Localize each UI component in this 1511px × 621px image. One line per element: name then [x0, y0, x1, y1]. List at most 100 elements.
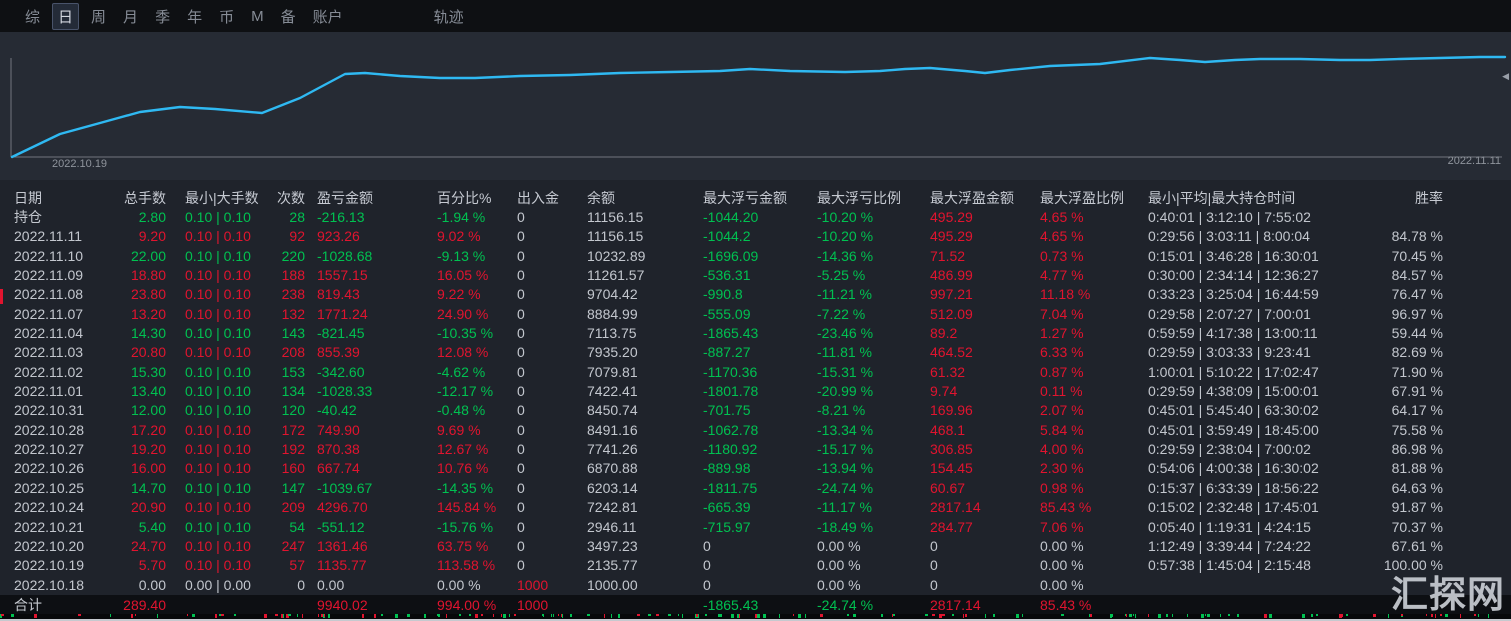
tab-年[interactable]: 年 [187, 8, 203, 26]
trade-tick [514, 614, 516, 616]
cell-max-float-profit-pct: 4.65 % [1040, 209, 1084, 225]
cell-deposit-withdraw: 0 [517, 363, 525, 380]
trade-tick [696, 614, 698, 617]
cell-min-max-lots: 0.10 | 0.10 [185, 537, 251, 554]
trade-tick [501, 614, 502, 617]
table-row[interactable]: 2022.10.27 19.20 0.10 | 0.10 192 870.38 12.67… [0, 440, 1511, 459]
table-row[interactable]: 2022.11.08 23.80 0.10 | 0.10 238 819.43 9.22 … [0, 285, 1511, 304]
trade-tick [1158, 614, 1161, 618]
table-row[interactable]: 2022.11.02 15.30 0.10 | 0.10 153 -342.60 -4.6… [0, 363, 1511, 382]
equity-chart-panel: 2022.10.19 2022.11.11 ◀ [0, 32, 1511, 180]
cell-holding-time: 0:57:38 | 1:45:04 | 2:15:48 [1148, 557, 1311, 574]
cell-holding-time: 0:29:58 | 2:07:27 | 7:00:01 [1148, 305, 1311, 322]
cell-date: 2022.11.04 [14, 325, 84, 342]
cell-trade-count: 160 [281, 460, 305, 477]
cell-pnl-amount: 819.43 [317, 286, 360, 303]
trade-tick [192, 614, 195, 617]
cell-max-float-profit-pct: 1.27 % [1040, 325, 1084, 342]
tab-月[interactable]: 月 [123, 8, 139, 26]
table-row[interactable]: 2022.11.07 13.20 0.10 | 0.10 132 1771.24 24.9… [0, 305, 1511, 324]
cell-max-float-loss-pct: 0.00 % [817, 557, 861, 574]
cell-win-rate: 81.88 % [1391, 460, 1443, 477]
table-row[interactable]: 2022.10.25 14.70 0.10 | 0.10 147 -1039.67 -14… [0, 479, 1511, 498]
cell-max-float-profit-pct: 2.30 % [1040, 460, 1084, 477]
trade-tick [942, 614, 945, 616]
cell-max-float-loss: -1180.92 [703, 441, 758, 458]
tab-币[interactable]: 币 [219, 8, 235, 26]
table-row[interactable]: 2022.10.24 20.90 0.10 | 0.10 209 4296.70 145.… [0, 498, 1511, 517]
trade-tick [1269, 614, 1272, 618]
trade-tick [805, 614, 806, 618]
cell-max-float-loss: -990.8 [703, 286, 743, 303]
trade-tick [1228, 614, 1230, 616]
cell-max-float-loss-pct: -8.21 % [817, 402, 866, 419]
table-row[interactable]: 2022.11.09 18.80 0.10 | 0.10 188 1557.15 16.0… [0, 266, 1511, 285]
cell-pnl-percent: 113.58 % [437, 557, 496, 574]
cell-deposit-withdraw: 0 [517, 305, 525, 322]
cell-total-lots: 16.00 [130, 460, 166, 477]
tab-周[interactable]: 周 [91, 8, 107, 26]
trade-tick [847, 614, 849, 616]
cell-pnl-percent: 994.00 % [437, 596, 497, 613]
table-row[interactable]: 持仓 2.80 0.10 | 0.10 28 -216.13 -1.94 % 0 11156.… [0, 208, 1511, 227]
table-row[interactable]: 2022.10.28 17.20 0.10 | 0.10 172 749.90 9.69 … [0, 421, 1511, 440]
cell-max-float-loss: -1865.43 [703, 596, 759, 613]
trade-tick [755, 614, 757, 618]
tab-账户[interactable]: 账户 [312, 8, 343, 26]
cell-max-float-loss-pct: -7.22 % [817, 305, 866, 322]
cell-pnl-amount: 1135.77 [317, 557, 367, 574]
table-row[interactable]: 2022.11.03 20.80 0.10 | 0.10 208 855.39 12.08… [0, 343, 1511, 362]
trade-tick [618, 614, 620, 618]
cell-max-float-loss: -701.75 [703, 402, 751, 419]
cell-deposit-withdraw: 1000 [517, 596, 549, 613]
cell-holding-time: 最小|平均|最大持仓时间 [1148, 190, 1296, 206]
cell-win-rate: 75.58 % [1391, 421, 1443, 438]
cell-deposit-withdraw: 0 [517, 479, 525, 496]
cell-max-float-loss: -1170.36 [703, 363, 758, 380]
trade-tick [611, 614, 612, 618]
cell-trade-count [275, 595, 305, 615]
trade-tick [1401, 614, 1403, 616]
trade-tick [1125, 614, 1126, 616]
trade-tick [562, 614, 563, 618]
trade-tick [297, 614, 298, 617]
cell-balance: 8884.99 [587, 305, 638, 322]
tab-季[interactable]: 季 [155, 8, 171, 26]
trade-tick [561, 614, 562, 617]
cell-balance: 余额 [587, 190, 615, 206]
cell-total-lots: 289.40 [123, 596, 166, 613]
trade-tick-strip [0, 614, 1511, 619]
cell-balance: 2135.77 [587, 557, 638, 574]
table-row[interactable]: 2022.11.10 22.00 0.10 | 0.10 220 -1028.68 -9.… [0, 247, 1511, 266]
cell-win-rate: 84.57 % [1391, 267, 1443, 284]
trade-tick [985, 614, 986, 618]
table-row[interactable]: 2022.11.11 9.20 0.10 | 0.10 92 923.26 9.02 % 0… [0, 227, 1511, 246]
cell-holding-time: 0:29:59 | 2:38:04 | 7:00:02 [1148, 441, 1311, 458]
tab-综[interactable]: 综 [25, 8, 41, 26]
trade-tick [1061, 614, 1064, 616]
table-row[interactable]: 2022.10.19 5.70 0.10 | 0.10 57 1135.77 113.58… [0, 556, 1511, 575]
trade-tick [1440, 614, 1442, 616]
x-axis-end-label: 2022.11.11 [1447, 155, 1501, 167]
table-row[interactable]: 2022.10.18 0.00 0.00 | 0.00 0 0.00 0.00 % 1000… [0, 576, 1511, 595]
table-row[interactable]: 2022.11.04 14.30 0.10 | 0.10 143 -821.45 -10.… [0, 324, 1511, 343]
tab-轨迹[interactable]: 轨迹 [433, 8, 464, 26]
table-row[interactable]: 2022.11.01 13.40 0.10 | 0.10 134 -1028.33 -12… [0, 382, 1511, 401]
cell-min-max-lots: 0.10 | 0.10 [185, 518, 251, 535]
table-total-row[interactable]: 合计 289.40 9940.02 994.00 % 1000 -1865.43 -24.7… [0, 594, 1511, 615]
tab-备[interactable]: 备 [280, 8, 296, 26]
table-row[interactable]: 2022.10.26 16.00 0.10 | 0.10 160 667.74 10.76… [0, 459, 1511, 478]
cell-deposit-withdraw: 0 [517, 267, 525, 284]
cell-balance: 6203.14 [587, 479, 638, 496]
table-row[interactable]: 2022.10.20 24.70 0.10 | 0.10 247 1361.46 63.7… [0, 537, 1511, 556]
trade-tick [234, 614, 236, 616]
cell-max-float-loss-pct: 0.00 % [817, 537, 861, 554]
tab-日[interactable]: 日 [52, 2, 80, 30]
cell-pnl-percent: 9.22 % [437, 286, 481, 303]
table-row[interactable]: 2022.10.21 5.40 0.10 | 0.10 54 -551.12 -15.76… [0, 518, 1511, 537]
cell-balance: 10232.89 [587, 247, 646, 264]
table-row[interactable]: 2022.10.31 12.00 0.10 | 0.10 120 -40.42 -0.48… [0, 401, 1511, 420]
tab-M[interactable]: M [251, 7, 264, 25]
collapse-panel-arrow-icon[interactable]: ◀ [1502, 71, 1509, 81]
trade-tick [1220, 614, 1221, 617]
